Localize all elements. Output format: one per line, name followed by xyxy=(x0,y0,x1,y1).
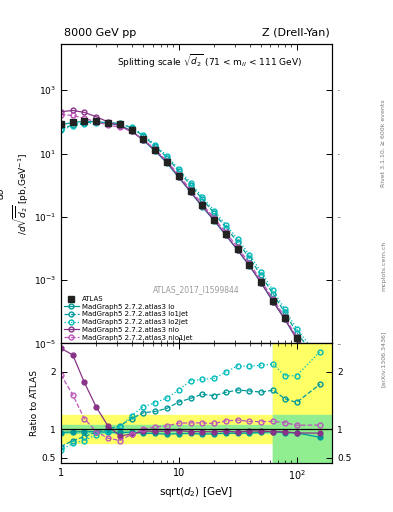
Bar xyxy=(61,425,332,433)
Text: [arXiv:1306.3436]: [arXiv:1306.3436] xyxy=(381,330,386,387)
Text: 8000 GeV pp: 8000 GeV pp xyxy=(64,28,136,37)
Y-axis label: $d\sigma$
$/d\sqrt{\overline{d_2}}$ [pb,GeV$^{-1}$]: $d\sigma$ $/d\sqrt{\overline{d_2}}$ [pb,… xyxy=(0,153,31,234)
Y-axis label: Ratio to ATLAS: Ratio to ATLAS xyxy=(30,370,39,436)
Text: Rivet 3.1.10, ≥ 600k events: Rivet 3.1.10, ≥ 600k events xyxy=(381,99,386,187)
Bar xyxy=(61,415,332,443)
Text: mcplots.cern.ch: mcplots.cern.ch xyxy=(381,241,386,291)
Text: Splitting scale $\sqrt{d_2}$ (71 < m$_{ll}$ < 111 GeV): Splitting scale $\sqrt{d_2}$ (71 < m$_{l… xyxy=(118,53,303,70)
Legend: ATLAS, MadGraph5 2.7.2.atlas3 lo, MadGraph5 2.7.2.atlas3 lo1jet, MadGraph5 2.7.2: ATLAS, MadGraph5 2.7.2.atlas3 lo, MadGra… xyxy=(63,295,193,342)
X-axis label: sqrt($d_2$) [GeV]: sqrt($d_2$) [GeV] xyxy=(160,485,233,499)
Text: ATLAS_2017_I1599844: ATLAS_2017_I1599844 xyxy=(153,285,240,294)
Text: Z (Drell-Yan): Z (Drell-Yan) xyxy=(262,28,329,37)
